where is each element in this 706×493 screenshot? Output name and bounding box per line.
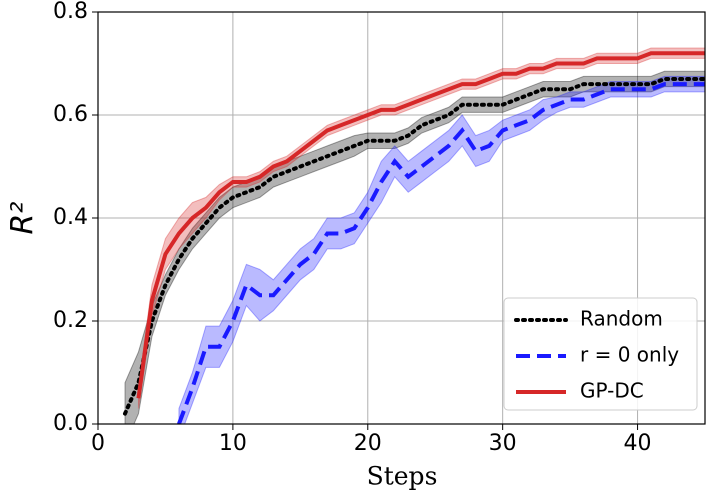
legend: Random r = 0 only GP-DC <box>503 297 698 411</box>
series-line <box>177 82 705 424</box>
x-axis-label: Steps <box>367 462 438 491</box>
y-tick-label: 0.6 <box>53 102 88 127</box>
y-tick-label: 0.8 <box>53 0 88 24</box>
x-tick-label: 0 <box>91 431 105 456</box>
legend-label: GP-DC <box>580 379 644 403</box>
y-tick-label: 0.2 <box>53 308 88 333</box>
series-line <box>122 76 706 416</box>
y-axis-label: R² <box>6 202 41 235</box>
legend-box <box>503 297 698 411</box>
y-tick-label: 0.0 <box>53 411 88 436</box>
x-tick-label: 10 <box>219 431 247 456</box>
x-tick-label: 30 <box>489 431 517 456</box>
axes: 0 10 20 30 40 0.0 0.2 0.4 0.6 0.8 <box>53 0 652 456</box>
legend-label: r = 0 only <box>580 343 679 367</box>
legend-label: Random <box>580 307 663 331</box>
y-tick-label: 0.4 <box>53 205 88 230</box>
x-tick-label: 20 <box>354 431 382 456</box>
series-line <box>136 51 705 399</box>
x-tick-label: 40 <box>624 431 652 456</box>
